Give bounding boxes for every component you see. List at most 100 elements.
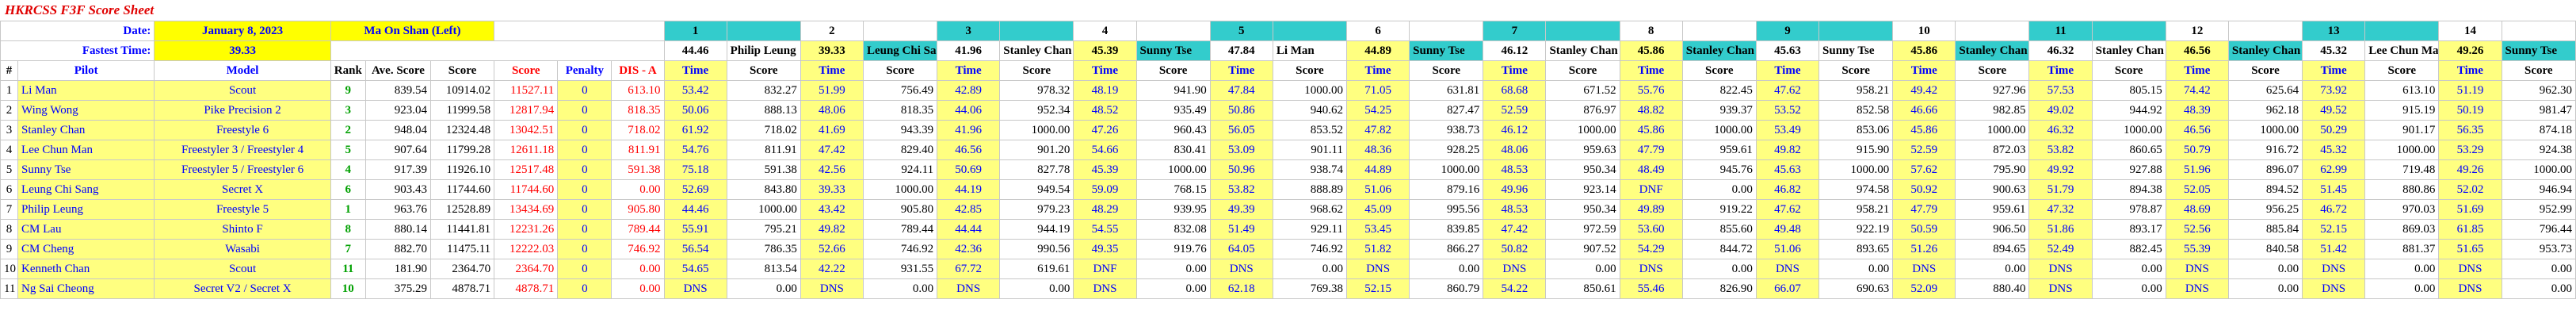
round-time: 47.62	[1755, 80, 1820, 101]
dis-a: 613.10	[611, 80, 665, 101]
round-time: 42.85	[937, 199, 1001, 220]
penalty: 0	[557, 199, 613, 220]
round-score: 769.38	[1272, 278, 1348, 299]
round-score: 0.00	[2364, 278, 2440, 299]
row-num: 2	[0, 100, 19, 121]
round-fastest-time: 47.84	[1209, 40, 1273, 61]
round-time: 43.42	[800, 199, 864, 220]
round-score: 786.35	[726, 239, 801, 259]
round-time: 66.07	[1755, 278, 1820, 299]
col-round-score: Score	[1955, 60, 2030, 81]
round-fastest-time: 49.26	[2438, 40, 2502, 61]
col-time: Time	[2302, 60, 2366, 81]
round-score: 931.55	[862, 259, 938, 279]
round-time: 54.29	[1619, 239, 1683, 259]
round-score: 929.11	[1272, 219, 1348, 240]
rank: 10	[330, 278, 366, 299]
round-time: 39.33	[800, 179, 864, 200]
col-round-score: Score	[1272, 60, 1348, 81]
round-time: 46.32	[2028, 120, 2093, 140]
col-model: Model	[154, 60, 331, 81]
round-time: DNS	[2438, 278, 2502, 299]
round-number: 2	[800, 21, 864, 41]
round-score: 0.00	[1681, 179, 1757, 200]
round-time: 49.96	[1483, 179, 1547, 200]
blank-cell	[330, 40, 665, 61]
round-time: DNS	[2438, 259, 2502, 279]
ave-score: 903.43	[364, 179, 431, 200]
round-score: 0.00	[1135, 259, 1211, 279]
round-time: 62.18	[1209, 278, 1273, 299]
round-time: 45.86	[1892, 120, 1956, 140]
round-time: 46.12	[1483, 120, 1547, 140]
round-number-pad	[1409, 21, 1484, 41]
round-score: 901.11	[1272, 140, 1348, 160]
round-score: 946.94	[2501, 179, 2576, 200]
round-time: 54.66	[1073, 140, 1137, 160]
col-num: #	[0, 60, 19, 81]
table-row: 8 CM Lau Shinto F 8 880.14 11441.81 12231.26 0 7…	[0, 219, 2576, 240]
round-score: 826.90	[1681, 278, 1757, 299]
round-time: 51.06	[1755, 239, 1820, 259]
round-score: 907.52	[1545, 239, 1620, 259]
round-time: 44.06	[937, 100, 1001, 121]
round-time: DNS	[1892, 259, 1956, 279]
round-score: 893.17	[2091, 219, 2166, 240]
col-round-score: Score	[726, 60, 801, 81]
row-num: 10	[0, 259, 19, 279]
round-number: 9	[1755, 21, 1820, 41]
round-fastest-time: 46.32	[2028, 40, 2093, 61]
rank: 2	[330, 120, 366, 140]
pilot-name: Wing Wong	[17, 100, 155, 121]
round-time: 55.91	[663, 219, 727, 240]
col-rank: Rank	[330, 60, 366, 81]
round-score: 852.58	[1818, 100, 1894, 121]
round-score: 945.76	[1681, 159, 1757, 180]
ave-score: 923.04	[364, 100, 431, 121]
score: 11799.28	[429, 140, 495, 160]
round-fastest-time: 44.46	[663, 40, 727, 61]
round-score: 968.62	[1272, 199, 1348, 220]
round-time: 47.42	[1483, 219, 1547, 240]
round-time: DNF	[1619, 179, 1683, 200]
score-red: 4878.71	[494, 278, 559, 299]
ave-score: 880.14	[364, 219, 431, 240]
dis-a: 789.44	[611, 219, 665, 240]
round-score: 839.85	[1409, 219, 1484, 240]
round-score: 938.74	[1272, 159, 1348, 180]
score: 2364.70	[429, 259, 495, 279]
round-fastest-time: 45.63	[1755, 40, 1820, 61]
score: 11475.11	[429, 239, 495, 259]
col-penalty: Penalty	[557, 60, 613, 81]
round-score: 919.22	[1681, 199, 1757, 220]
table-row: 9 CM Cheng Wasabi 7 882.70 11475.11 12222.03 0 7…	[0, 239, 2576, 259]
round-time: 51.96	[2165, 159, 2229, 180]
rank: 4	[330, 159, 366, 180]
round-score: 959.61	[1681, 140, 1757, 160]
date-label: Date:	[0, 21, 155, 41]
score: 10914.02	[429, 80, 495, 101]
round-score: 0.00	[2091, 278, 2166, 299]
round-number: 3	[937, 21, 1001, 41]
round-time: 50.96	[1209, 159, 1273, 180]
pilot-name: Kenneth Chan	[17, 259, 155, 279]
round-time: DNS	[2165, 259, 2229, 279]
round-time: 50.92	[1892, 179, 1956, 200]
round-score: 0.00	[2227, 278, 2303, 299]
round-score: 840.58	[2227, 239, 2303, 259]
col-time: Time	[2438, 60, 2502, 81]
ave-score: 948.04	[364, 120, 431, 140]
score-red: 13434.69	[494, 199, 559, 220]
row-num: 11	[0, 278, 19, 299]
round-score: 916.72	[2227, 140, 2303, 160]
round-time: 44.19	[937, 179, 1001, 200]
round-score: 952.99	[2501, 199, 2576, 220]
round-time: 74.42	[2165, 80, 2229, 101]
col-round-score: Score	[2091, 60, 2166, 81]
round-score: 0.00	[862, 278, 938, 299]
round-time: 51.19	[2438, 80, 2502, 101]
penalty: 0	[557, 100, 613, 121]
round-time: DNS	[2028, 278, 2093, 299]
round-score: 796.44	[2501, 219, 2576, 240]
round-time: DNS	[937, 278, 1001, 299]
